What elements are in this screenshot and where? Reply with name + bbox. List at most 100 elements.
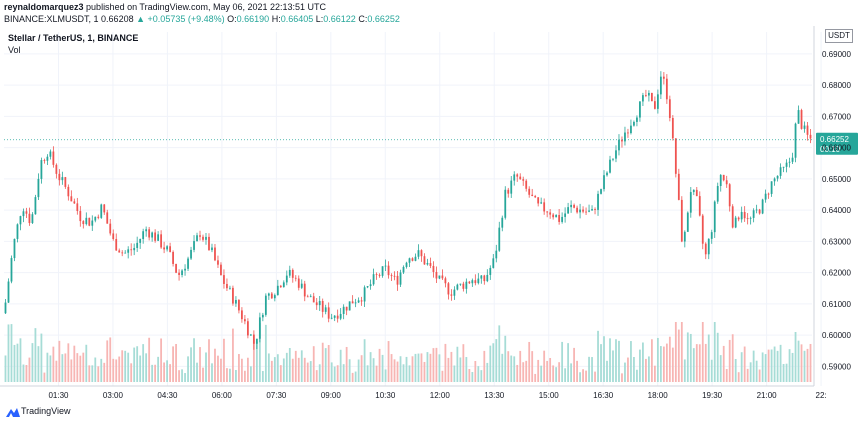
volume-bar	[73, 345, 76, 382]
volume-bar	[618, 340, 620, 382]
volume-bar	[330, 362, 333, 382]
price-tick-label: 0.62000	[822, 269, 851, 278]
candle-body	[372, 274, 375, 285]
volume-bar	[193, 338, 195, 382]
volume-bar	[348, 359, 351, 382]
volume-bar	[273, 357, 276, 382]
candle-body	[354, 302, 357, 304]
volume-bar	[151, 364, 154, 382]
current-price-value: 0.66252	[820, 135, 849, 144]
volume-bar	[378, 348, 381, 382]
volume-bar	[369, 352, 372, 382]
candles	[4, 71, 812, 350]
volume-bar	[13, 344, 16, 382]
volume-bar	[366, 365, 369, 382]
candle-body	[393, 275, 396, 277]
candle-body	[211, 247, 213, 251]
candle-body	[235, 300, 237, 304]
candle-body	[653, 101, 656, 109]
candle-body	[531, 194, 534, 197]
tradingview-brand[interactable]: TradingView	[21, 406, 71, 416]
volume-bar	[462, 344, 465, 382]
volume-bar	[255, 341, 258, 382]
price-tick-label: 0.69000	[822, 50, 851, 59]
volume-bar	[710, 359, 713, 382]
volume-bar	[528, 341, 531, 382]
candle-body	[303, 283, 306, 297]
volume-bar	[163, 362, 166, 382]
volume-bar	[546, 360, 549, 382]
candle-body	[755, 209, 758, 211]
volume-bar	[668, 336, 671, 382]
candle-body	[378, 274, 381, 276]
volume-bar	[309, 361, 312, 382]
volume-bar	[100, 358, 103, 382]
volume-bar	[282, 358, 285, 382]
volume-bar	[264, 324, 267, 382]
author-name[interactable]: reynaldomarquez3	[4, 2, 84, 12]
candle-body	[621, 139, 623, 142]
candle-body	[573, 204, 575, 208]
candle-body	[282, 282, 285, 288]
candle-body	[402, 266, 405, 273]
volume-bar	[800, 344, 803, 382]
candle-body	[710, 232, 713, 239]
candle-body	[270, 293, 273, 299]
volume-bar	[773, 346, 776, 382]
volume-bar	[76, 353, 79, 382]
volume-bar	[704, 343, 707, 382]
volume-bar	[360, 355, 363, 382]
high-value: 0.66405	[280, 14, 314, 24]
candle-body	[133, 247, 136, 251]
volume-bar	[226, 368, 228, 382]
volume-bar	[447, 357, 450, 382]
volume-bar	[306, 362, 309, 382]
candle-body	[486, 274, 489, 282]
candle-body	[255, 338, 258, 344]
volume-bar	[498, 325, 501, 382]
price-tick-label: 0.64000	[822, 206, 851, 215]
volume-bar	[707, 334, 710, 382]
volume-bar	[648, 356, 650, 382]
price-tick-label: 0.60000	[822, 331, 851, 340]
volume-bar	[459, 357, 462, 382]
candle-body	[130, 249, 133, 251]
price-tick-label: 0.66000	[822, 144, 851, 153]
candle-body	[728, 184, 731, 207]
volume-bar	[40, 333, 43, 382]
candle-body	[396, 275, 399, 285]
candle-body	[645, 95, 647, 96]
candle-body	[384, 265, 387, 267]
candle-body	[52, 151, 55, 165]
volume-bar	[375, 365, 378, 382]
currency-selector[interactable]: USDT	[825, 29, 853, 43]
candle-body	[249, 334, 252, 336]
volume-bars	[4, 322, 812, 382]
volume-bar	[642, 342, 644, 382]
candle-body	[49, 151, 52, 157]
candle-body	[82, 221, 85, 225]
candle-body	[267, 293, 270, 296]
volume-bar	[139, 355, 142, 382]
volume-bar	[130, 363, 133, 382]
time-tick-label: 04:30	[157, 391, 178, 400]
candle-body	[381, 266, 384, 276]
volume-bar	[788, 349, 791, 382]
chart-legend-title: Stellar / TetherUS, 1, BINANCE	[8, 33, 139, 43]
candle-body	[809, 134, 812, 139]
volume-bar	[716, 332, 719, 382]
open-value: 0.66190	[236, 14, 270, 24]
high-label: H:	[271, 14, 281, 24]
candle-body	[321, 300, 324, 312]
candle-body	[516, 174, 519, 177]
candle-body	[450, 294, 453, 296]
volume-bar	[303, 357, 306, 382]
volume-bar	[650, 339, 653, 382]
volume-bar	[803, 350, 806, 382]
candle-body	[707, 238, 710, 255]
candle-body	[76, 203, 79, 212]
candle-body	[797, 110, 800, 124]
candle-body	[585, 211, 587, 213]
volume-bar	[809, 343, 812, 382]
